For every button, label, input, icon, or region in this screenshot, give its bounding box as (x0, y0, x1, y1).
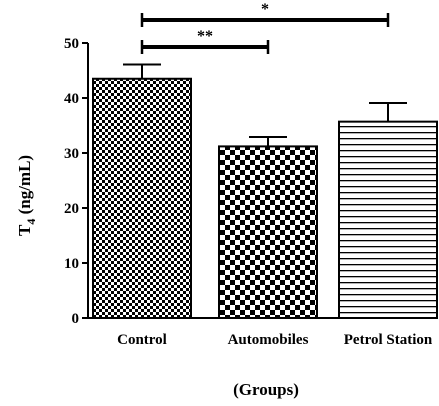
y-tick-label: 50 (64, 36, 79, 52)
bars (92, 63, 438, 320)
x-axis-title: (Groups) (233, 380, 299, 399)
significance-label: ** (197, 28, 213, 45)
bar-petrol-station (338, 120, 438, 320)
y-tick-label: 10 (64, 256, 79, 272)
y-axis: 0 10 20 30 40 50 (64, 36, 89, 327)
x-tick-label: Petrol Station (344, 332, 433, 348)
y-axis-title: T4 (ng/mL) (15, 155, 38, 236)
bar-automobiles (218, 145, 318, 319)
significance-brackets: *** (140, 1, 390, 54)
y-axis-title-subscript: 4 (24, 219, 38, 225)
x-axis: Control Automobiles Petrol Station (87, 317, 433, 348)
significance-label: * (261, 1, 269, 18)
y-tick-label: 30 (64, 146, 79, 162)
x-tick-label: Automobiles (228, 332, 309, 348)
bar-control (92, 77, 192, 319)
y-tick-label: 40 (64, 91, 79, 107)
y-tick-label: 20 (64, 201, 79, 217)
y-tick-label: 0 (72, 311, 80, 327)
y-axis-title-unit: (ng/mL) (15, 155, 34, 219)
y-axis-title-main: T (15, 224, 34, 236)
x-tick-label: Control (117, 332, 167, 348)
